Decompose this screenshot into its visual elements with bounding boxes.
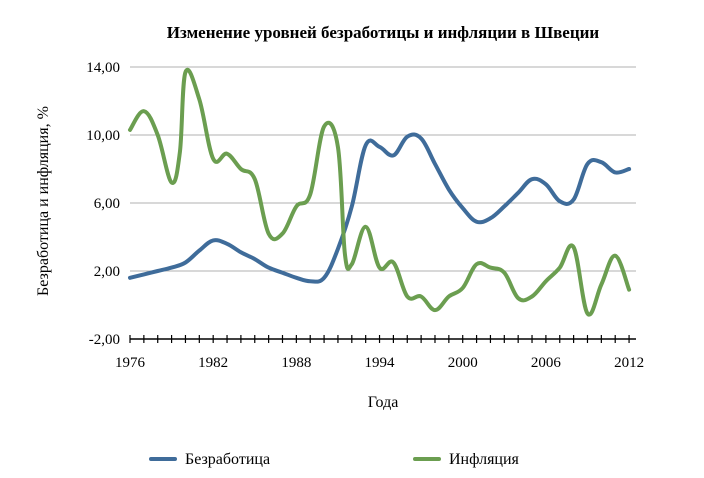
x-tick-label: 1976 bbox=[115, 355, 146, 371]
x-tick-label: 1982 bbox=[198, 355, 228, 371]
x-tick-label: 2000 bbox=[448, 355, 478, 371]
y-tick-label: 6,00 bbox=[94, 196, 120, 212]
x-tick-label: 1994 bbox=[365, 355, 396, 371]
axes: -2,00 2,00 6,00 10,00 14,00 1976 1982 1988 1994 2… bbox=[86, 60, 644, 371]
series-line-unemployment bbox=[130, 135, 629, 282]
x-tick-label: 2006 bbox=[531, 355, 562, 371]
x-tick-label: 1988 bbox=[281, 355, 311, 371]
y-tick-label: 14,00 bbox=[86, 60, 120, 76]
chart-title: Изменение уровней безработицы и инфляции… bbox=[167, 23, 600, 42]
legend-label: Инфляция bbox=[449, 451, 520, 468]
legend-label: Безработица bbox=[185, 451, 270, 468]
x-axis-label: Года bbox=[368, 394, 399, 411]
legend: Безработица Инфляция bbox=[151, 451, 520, 468]
series-layer bbox=[130, 70, 629, 315]
y-axis-label: Безработица и инфляция, % bbox=[35, 106, 52, 296]
x-tick-label: 2012 bbox=[614, 355, 644, 371]
grid bbox=[130, 67, 636, 271]
y-tick-label: 10,00 bbox=[86, 128, 120, 144]
y-tick-label: 2,00 bbox=[94, 264, 120, 280]
y-tick-label: -2,00 bbox=[89, 332, 120, 348]
